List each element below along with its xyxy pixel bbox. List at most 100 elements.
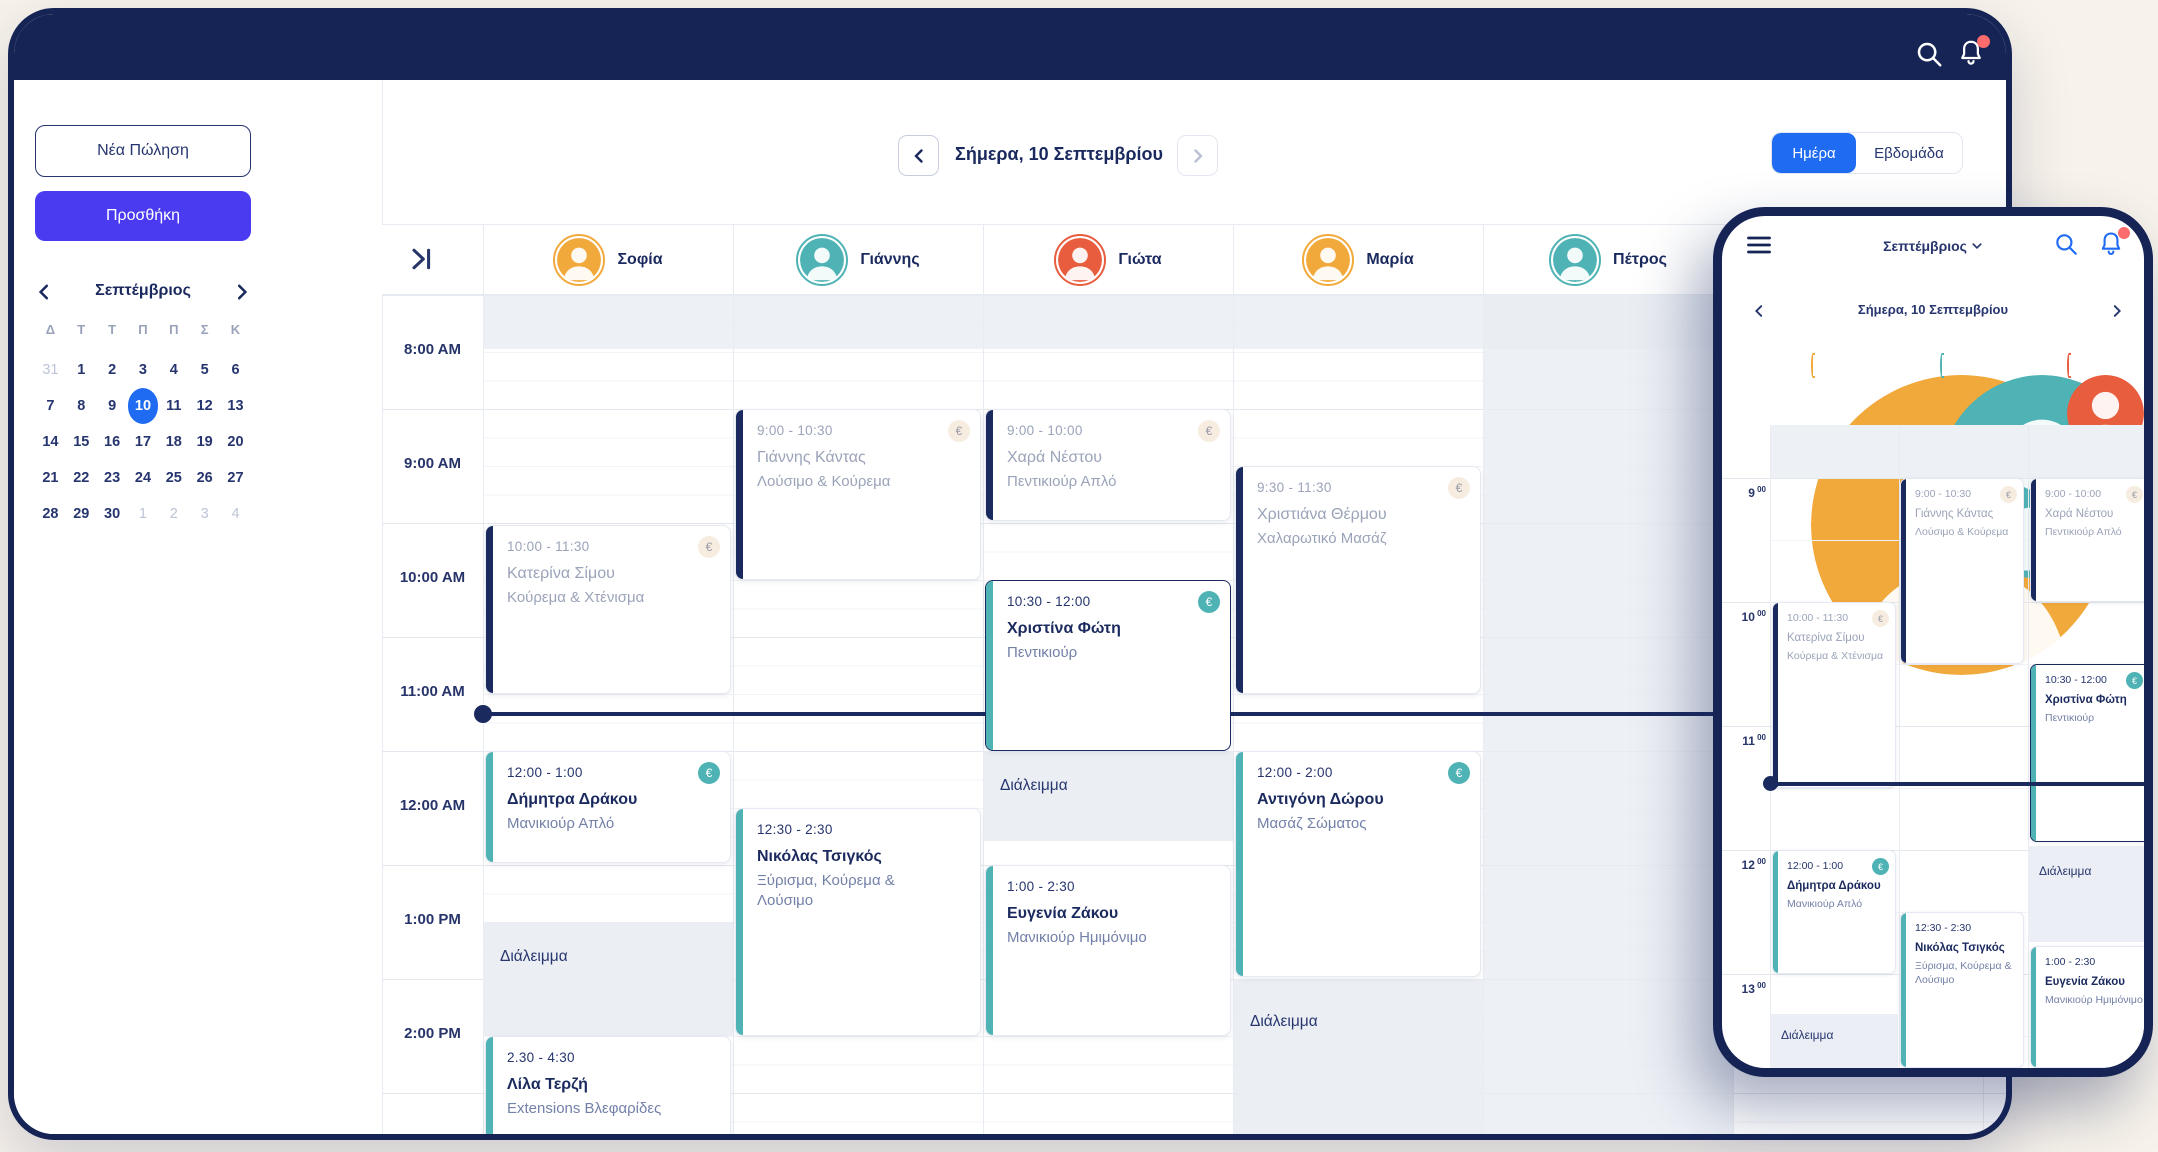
appointment-card[interactable]: 9:00 - 10:30 Γιάννης Κάντας Λούσιμο & Κο… <box>1900 478 2024 664</box>
appointment-card[interactable]: 9:00 - 10:30 Γιάννης Κάντας Λούσιμο & Κο… <box>735 409 981 580</box>
new-sale-button[interactable]: Νέα Πώληση <box>35 125 251 177</box>
appointment-card[interactable]: 12:00 - 1:00 Δήμητρα Δράκου Μανικιούρ Απ… <box>485 751 731 863</box>
prev-day-icon[interactable] <box>1752 304 1766 318</box>
mini-calendar-day[interactable]: 1 <box>138 506 147 522</box>
status-bar <box>1901 479 1906 663</box>
mini-calendar-next-icon[interactable] <box>233 283 251 301</box>
break-block[interactable]: Διάλειμμα <box>483 922 733 1036</box>
status-bar <box>736 809 743 1035</box>
appointment-card[interactable]: 9:00 - 10:00 Χαρά Νέστου Πεντικιούρ Απλό… <box>2030 478 2144 602</box>
current-time-line <box>483 712 2006 716</box>
mini-calendar-day[interactable]: 22 <box>73 470 90 486</box>
appointment-card[interactable]: 10:30 - 12:00 Χριστίνα Φώτη Πεντικιούρ € <box>2030 664 2144 842</box>
mini-calendar-day[interactable]: 29 <box>73 506 90 522</box>
mini-calendar-day[interactable]: 4 <box>169 362 178 378</box>
mini-calendar-prev-icon[interactable] <box>35 283 53 301</box>
mini-calendar-day[interactable]: 20 <box>227 434 244 450</box>
mini-calendar-day[interactable]: 30 <box>104 506 121 522</box>
mini-calendar-day[interactable]: 14 <box>42 434 59 450</box>
appointment-time: 12:30 - 2:30 <box>757 822 833 837</box>
break-block[interactable]: Διάλειμμα <box>1233 979 1483 1134</box>
mini-calendar-day[interactable]: 17 <box>134 434 152 450</box>
mini-calendar-day[interactable]: 13 <box>227 398 244 414</box>
mini-calendar-day[interactable]: 4 <box>231 506 240 522</box>
mini-calendar-day[interactable]: 9 <box>108 398 117 414</box>
mini-calendar-day[interactable]: 12 <box>196 398 213 414</box>
search-icon[interactable] <box>2053 231 2079 257</box>
appointment-card[interactable]: 1:00 - 2:30 Ευγενία Ζάκου Μανικιούρ Ημιμ… <box>985 865 1231 1036</box>
mini-calendar-day[interactable]: 18 <box>165 434 182 450</box>
mini-calendar-day[interactable]: 11 <box>166 398 182 414</box>
appointment-time: 12:00 - 1:00 <box>1787 860 1844 872</box>
appointment-card[interactable]: 12:00 - 1:00 Δήμητρα Δράκου Μανικιούρ Απ… <box>1772 850 1896 974</box>
status-bar <box>986 410 993 520</box>
next-day-button[interactable] <box>1177 135 1218 176</box>
appointment-client: Χαρά Νέστου <box>1007 449 1103 466</box>
appointment-client: Κατερίνα Σίμου <box>1787 632 1865 644</box>
menu-icon[interactable] <box>1745 231 1773 259</box>
appointment-client: Κατερίνα Σίμου <box>507 565 615 582</box>
appointment-card[interactable]: 10:00 - 11:30 Κατερίνα Σίμου Κούρεμα & Χ… <box>1772 602 1896 788</box>
mini-calendar-day[interactable]: 27 <box>227 470 244 486</box>
appointment-card[interactable]: 10:30 - 12:00 Χριστίνα Φώτη Πεντικιούρ € <box>985 580 1231 751</box>
desktop-top-bar <box>14 14 2006 80</box>
break-block[interactable]: Διάλειμμα <box>983 751 1233 841</box>
prev-day-button[interactable] <box>898 135 939 176</box>
mini-calendar-day[interactable]: 19 <box>196 434 213 450</box>
mini-calendar-day[interactable]: 5 <box>200 362 209 378</box>
appointment-time: 12:30 - 2:30 <box>1915 922 1972 934</box>
mini-calendar-day[interactable]: 8 <box>77 398 86 414</box>
appointment-client: Χαρά Νέστου <box>2045 508 2114 520</box>
appointment-card[interactable]: 12:00 - 2:00 Αντιγόνη Δώρου Μασάζ Σώματο… <box>1235 751 1481 977</box>
mini-calendar-day[interactable]: 24 <box>134 470 152 486</box>
paid-euro-badge: € <box>1448 762 1470 784</box>
mini-calendar-day[interactable]: 10 <box>127 388 159 424</box>
appointment-service: Πεντικιούρ Απλό <box>1007 473 1117 490</box>
mini-calendar-day[interactable]: 2 <box>108 362 117 378</box>
notifications-icon[interactable] <box>1956 35 1990 70</box>
appointment-time: 9:00 - 10:30 <box>1915 488 1972 500</box>
mini-calendar-day[interactable]: 2 <box>169 506 178 522</box>
time-label: 11 00 <box>1742 733 1766 748</box>
mini-calendar-day[interactable]: 6 <box>231 362 240 378</box>
next-day-icon[interactable] <box>2110 304 2124 318</box>
mini-calendar-day[interactable]: 7 <box>46 398 55 414</box>
month-dropdown[interactable]: Σεπτέμβριος <box>1722 238 2144 254</box>
mini-calendar-day[interactable]: 26 <box>196 470 213 486</box>
notifications-icon[interactable] <box>2097 227 2130 260</box>
mini-calendar-day[interactable]: 16 <box>104 434 121 450</box>
search-icon[interactable] <box>1914 39 1944 69</box>
break-block[interactable]: Διάλειμμα <box>2028 846 2144 942</box>
appointment-time: 9:30 - 11:30 <box>1257 480 1332 495</box>
appointment-card[interactable]: 1:00 - 2:30 Ευγενία Ζάκου Μανικιούρ Ημιμ… <box>2030 946 2144 1068</box>
status-bar <box>486 526 493 693</box>
appointment-card[interactable]: 12:30 - 2:30 Νικόλας Τσιγκός Ξύρισμα, Κο… <box>1900 912 2024 1068</box>
view-toggle-day[interactable]: Ημέρα <box>1772 133 1856 173</box>
appointment-card[interactable]: 12:30 - 2:30 Νικόλας Τσιγκός Ξύρισμα, Κο… <box>735 808 981 1036</box>
break-block[interactable]: Διάλειμμα <box>1770 1014 1898 1068</box>
appointment-card[interactable]: 2.30 - 4:30 Λίλα Τερζή Extensions Βλεφαρ… <box>485 1036 731 1134</box>
appointment-client: Αντιγόνη Δώρου <box>1257 791 1384 808</box>
appointment-client: Γιάννης Κάντας <box>1915 508 1994 520</box>
mini-calendar-day[interactable]: 28 <box>42 506 59 522</box>
appointment-time: 10:00 - 11:30 <box>507 539 590 554</box>
view-toggle-week[interactable]: Εβδομάδα <box>1874 144 1944 162</box>
add-button[interactable]: Προσθήκη <box>35 191 251 241</box>
mini-calendar-day[interactable]: 1 <box>77 362 86 378</box>
appointment-service: Λούσιμο & Κούρεμα <box>757 473 891 490</box>
appointment-card[interactable]: 9:00 - 10:00 Χαρά Νέστου Πεντικιούρ Απλό… <box>985 409 1231 521</box>
appointment-card[interactable]: 10:00 - 11:30 Κατερίνα Σίμου Κούρεμα & Χ… <box>485 525 731 694</box>
mini-calendar-day[interactable]: 15 <box>73 434 90 450</box>
mini-calendar-day[interactable]: 3 <box>200 506 209 522</box>
appointment-time: 10:30 - 12:00 <box>1007 594 1091 609</box>
mini-calendar-day[interactable]: 31 <box>42 362 59 378</box>
mini-calendar-day[interactable]: 3 <box>138 362 147 378</box>
appointment-time: 9:00 - 10:30 <box>757 423 833 438</box>
mini-calendar-day[interactable]: 23 <box>104 470 121 486</box>
mini-calendar-day[interactable]: 25 <box>165 470 182 486</box>
collapse-sidebar-icon[interactable] <box>407 245 435 273</box>
appointment-service: Μανικιούρ Απλό <box>1787 897 1863 910</box>
appointment-time: 10:00 - 11:30 <box>1787 612 1849 624</box>
mini-calendar-day[interactable]: 21 <box>42 470 59 486</box>
appointment-card[interactable]: 9:30 - 11:30 Χριστιάνα Θέρμου Χαλαρωτικό… <box>1235 466 1481 694</box>
